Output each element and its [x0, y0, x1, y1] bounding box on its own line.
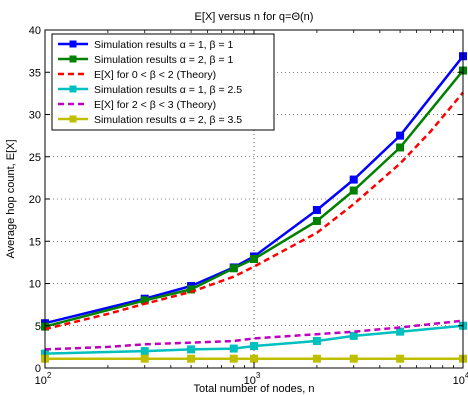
legend: Simulation results α = 1, β = 1 Simulatio…: [51, 33, 275, 131]
data-point: [396, 354, 405, 363]
x-tick-label: 104: [453, 371, 468, 387]
y-tick-label: 10: [29, 279, 41, 291]
data-point: [229, 344, 238, 353]
x-axis-label: Total number of nodes, n: [193, 383, 314, 395]
data-point: [349, 331, 358, 340]
series-line-3: [44, 91, 464, 331]
data-point: [312, 336, 321, 345]
y-tick-label: 25: [29, 152, 41, 164]
legend-marker: [69, 115, 77, 123]
legend-label: Simulation results α = 2, β = 3.5: [94, 114, 242, 126]
data-point: [349, 186, 358, 195]
y-tick-label: 40: [29, 25, 41, 37]
series-line-5: [44, 319, 464, 351]
legend-marker: [69, 40, 77, 48]
data-point: [229, 264, 238, 273]
y-tick-label: 5: [35, 321, 41, 333]
y-tick-label: 30: [29, 110, 41, 122]
data-point: [349, 175, 358, 184]
legend-marker: [69, 55, 77, 63]
y-tick-label: 15: [29, 236, 41, 248]
y-tick-label: 35: [29, 67, 41, 79]
legend-box: [51, 33, 275, 131]
legend-label: Simulation results α = 2, β = 1: [94, 54, 234, 66]
legend-label: E[X] for 2 < β < 3 (Theory): [94, 99, 216, 111]
data-point: [349, 354, 358, 363]
data-point: [187, 354, 196, 363]
data-point: [312, 205, 321, 214]
legend-label: Simulation results α = 1, β = 1: [94, 39, 234, 51]
data-point: [250, 342, 258, 351]
y-tick-label: 20: [29, 194, 41, 206]
data-point: [229, 354, 238, 363]
axis-ticks: 0 5 10 15 20 25 30 35 40 102 103 104: [29, 25, 468, 387]
legend-label: Simulation results α = 1, β = 2.5: [94, 84, 242, 96]
series-layer: [41, 52, 467, 363]
data-point: [396, 143, 405, 152]
x-tick-label: 102: [35, 371, 52, 387]
data-point: [312, 354, 321, 363]
y-axis-label: Average hop count, E[X]: [5, 139, 17, 258]
legend-marker: [69, 85, 77, 93]
data-point: [396, 131, 405, 140]
data-point: [140, 354, 149, 363]
y-tick-label: 0: [35, 363, 41, 375]
data-point: [187, 345, 196, 354]
data-point: [250, 354, 258, 363]
legend-label: E[X] for 0 < β < 2 (Theory): [94, 69, 216, 81]
chart-title: E[X] versus n for q=Θ(n): [195, 11, 314, 23]
data-point: [140, 347, 149, 356]
x-tick-label: 103: [244, 371, 261, 387]
data-point: [250, 254, 258, 263]
data-point: [312, 216, 321, 225]
data-point: [396, 327, 405, 336]
